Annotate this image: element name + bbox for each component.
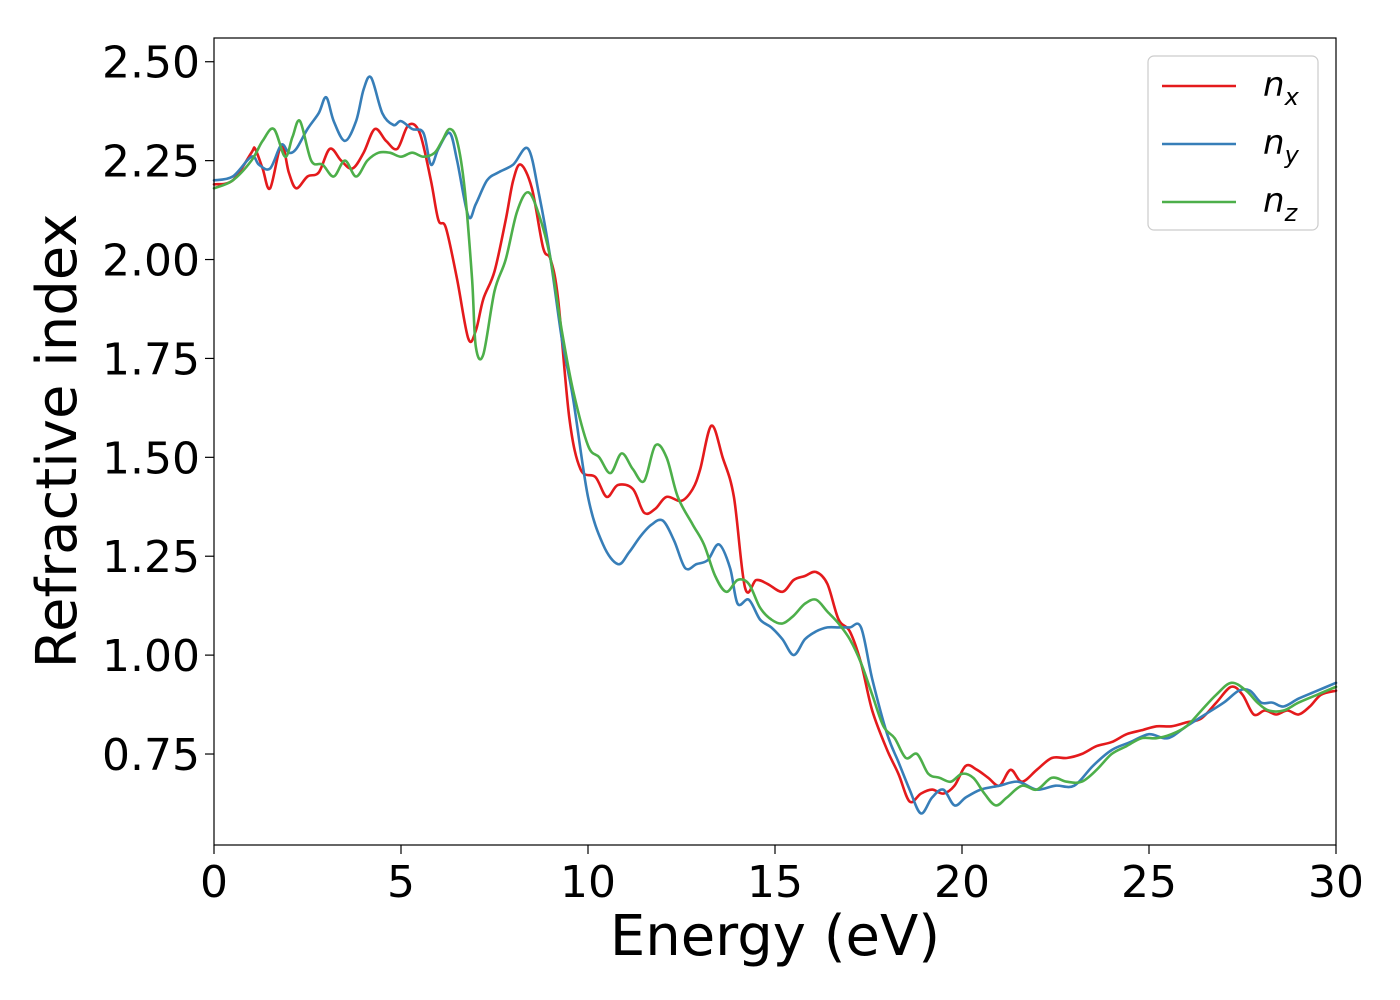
x-tick-label: 0 [200,857,228,908]
legend-label-ny: ny [1263,123,1300,169]
series-line-ny [212,75,1338,815]
x-tick-label: 30 [1308,857,1364,908]
series-line-nx [212,122,1338,804]
y-tick-label: 2.50 [102,38,200,89]
y-axis-title: Refractive index [25,214,90,669]
x-axis-title: Energy (eV) [610,904,940,969]
series-line-nz [212,119,1338,807]
y-tick-label: 2.00 [102,236,200,287]
y-axis-ticks: 0.75 1.00 1.25 1.50 1.75 2.00 2.25 2.50 [102,38,214,781]
y-tick-label: 0.75 [102,730,200,781]
y-tick-label: 1.25 [102,532,200,583]
legend-label-nz: nz [1263,181,1299,227]
series-lines [212,75,1338,815]
y-tick-label: 2.25 [102,137,200,188]
x-tick-label: 10 [560,857,616,908]
legend-label-nx: nx [1263,65,1300,111]
x-tick-label: 25 [1121,857,1177,908]
x-tick-label: 15 [747,857,803,908]
y-tick-label: 1.75 [102,334,200,385]
legend: nx ny nz [1147,55,1319,231]
x-tick-label: 5 [387,857,415,908]
y-tick-label: 1.50 [102,433,200,484]
y-tick-label: 1.00 [102,631,200,682]
x-axis-ticks: 0 5 10 15 20 25 30 [200,845,1364,908]
x-tick-label: 20 [934,857,990,908]
